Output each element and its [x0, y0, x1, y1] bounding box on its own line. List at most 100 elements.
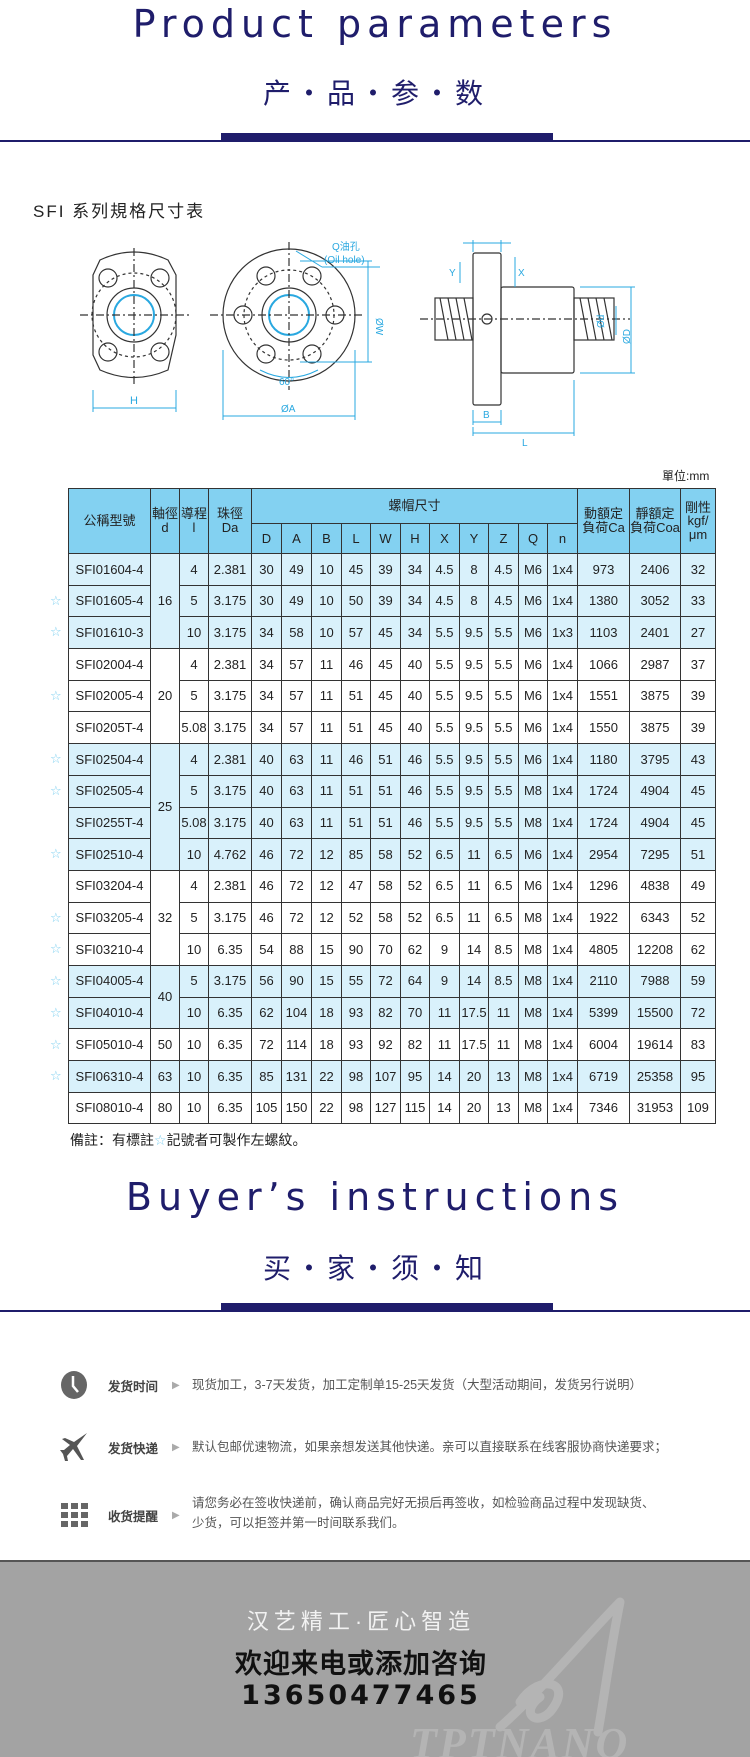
cell-model: SFI0205T-4: [68, 711, 151, 745]
script-a-logo-watermark: [495, 1597, 625, 1737]
cell-value: 54: [251, 933, 282, 966]
cell-value: M8: [518, 964, 548, 998]
cell-value: 46: [251, 901, 282, 935]
cell-value: 51: [341, 806, 371, 840]
cell-value: M6: [518, 616, 548, 650]
cell-value: 22: [311, 1091, 342, 1125]
cell-value: 39: [370, 584, 401, 618]
cell-model: SFI02504-4: [68, 743, 151, 776]
cell-value: 10: [179, 1028, 209, 1061]
cell-value: 51: [680, 838, 716, 871]
cell-value: 11: [311, 806, 342, 840]
cell-value: 46: [400, 743, 430, 776]
cell-value: 49: [281, 553, 312, 586]
table-row: SFI08010-4 80 10 6.35 105 150 22 98 127 115 14 20 13…: [68, 1091, 716, 1125]
cell-value: 10: [179, 933, 209, 966]
cell-value: 34: [251, 679, 282, 713]
arrow-icon: ▶: [172, 1509, 180, 1521]
footer-phone[interactable]: 13650477465: [241, 1680, 481, 1711]
cell-value: 5.08: [179, 711, 209, 745]
cell-value: 1x4: [547, 996, 578, 1030]
star-icon: ☆: [50, 941, 62, 957]
oil-hole-label-cn: Q油孔: [332, 240, 360, 253]
cell-value: 72: [281, 869, 312, 903]
cell-value: 6.5: [429, 838, 460, 871]
cell-model: SFI04005-4: [68, 964, 151, 998]
table-row: SFI02510-4 10 4.762 46 72 12 85 58 52 6.5 11 6.5 M6 1…: [68, 838, 716, 871]
cell-value: 82: [370, 996, 401, 1030]
dim-label-Z: Z: [483, 240, 489, 243]
title-accent-bar: [221, 133, 553, 142]
cell-value: 45: [680, 806, 716, 840]
cell-value: 11: [311, 679, 342, 713]
table-row: SFI01604-4 16 4 2.381 30 49 10 45 39 34 4.5 8 4.5 M6 1…: [68, 552, 716, 650]
cell-value: 5.5: [488, 711, 519, 745]
cell-value: 1x4: [547, 553, 578, 586]
note-text-pre: 備註：有標註: [70, 1132, 154, 1148]
cell-value: 1922: [577, 901, 630, 935]
cell-value: 109: [680, 1091, 716, 1125]
cell-value: 5: [179, 901, 209, 935]
cell-value: 63: [281, 743, 312, 776]
cell-value: 57: [281, 679, 312, 713]
cell-model: SFI01605-4: [68, 584, 151, 618]
cell-value: 4805: [577, 933, 630, 966]
cell-value: 1296: [577, 869, 630, 903]
cell-value: 4.5: [488, 584, 519, 618]
cell-value: 40: [251, 743, 282, 776]
cell-value: 13: [488, 1060, 519, 1093]
cell-value: 12: [311, 901, 342, 935]
instruction-text: 请您务必在签收快递前，确认商品完好无损后再签收，如检验商品过程中发现缺货、 少货…: [192, 1493, 655, 1533]
cell-value: 3875: [629, 711, 681, 745]
cell-value: 40: [251, 806, 282, 840]
cell-value: 1x4: [547, 869, 578, 903]
cell-value: 4.5: [429, 553, 460, 586]
footer-cta: 欢迎来电或添加咨询: [235, 1649, 487, 1679]
cell-value: 34: [251, 648, 282, 681]
header-dim-W: W: [370, 523, 401, 554]
cell-value: 46: [400, 806, 430, 840]
header-rigidity: 剛性kgf/μm: [680, 488, 716, 554]
cell-model: SFI02004-4: [68, 648, 151, 681]
star-icon: ☆: [50, 973, 62, 989]
header-lead: 導程l: [179, 488, 209, 554]
cell-value: 5.5: [429, 648, 460, 681]
cell-value: 5: [179, 679, 209, 713]
cell-value: 72: [370, 964, 401, 998]
cell-value: 7295: [629, 838, 681, 871]
cell-value: 9.5: [459, 616, 489, 650]
cell-value: 2.381: [208, 553, 252, 586]
header-dim-L: L: [341, 523, 371, 554]
cell-value: 52: [400, 869, 430, 903]
cell-value: 1x4: [547, 1060, 578, 1093]
cell-value: M6: [518, 648, 548, 681]
cell-value: M6: [518, 584, 548, 618]
brand-watermark: TPTNANO: [410, 1719, 630, 1757]
cell-value: 46: [251, 838, 282, 871]
footer-banner: TPTNANO 汉艺精工·匠心智造 欢迎来电或添加咨询 13650477465: [0, 1560, 750, 1757]
cell-value: 1x4: [547, 838, 578, 871]
cell-value: 5.5: [429, 743, 460, 776]
cell-value: 11: [429, 1028, 460, 1061]
cell-value: 90: [281, 964, 312, 998]
cell-value: 50: [341, 584, 371, 618]
cell-value: 51: [341, 774, 371, 808]
cell-value: 34: [400, 616, 430, 650]
cell-value: 18: [311, 1028, 342, 1061]
star-icon: ☆: [50, 846, 62, 862]
instruction-courier: 发货快递 ▶ 默认包邮优速物流，如果亲想发送其他快递。亲可以直接联系在线客服协商…: [60, 1427, 667, 1467]
cell-value: M8: [518, 933, 548, 966]
cell-value: 22: [311, 1060, 342, 1093]
cell-value: 4904: [629, 774, 681, 808]
star-icon: ☆: [154, 1132, 167, 1148]
cell-value: 72: [251, 1028, 282, 1061]
cell-value: 3795: [629, 743, 681, 776]
cell-value: 85: [341, 838, 371, 871]
square-flange-view: [80, 248, 190, 385]
star-icon: ☆: [50, 624, 62, 640]
table-note: 備註：有標註☆記號者可製作左螺紋。: [70, 1130, 307, 1150]
cell-value: 3875: [629, 679, 681, 713]
cell-value: 1180: [577, 743, 630, 776]
cell-value: 1x4: [547, 1091, 578, 1125]
cell-value: 107: [370, 1060, 401, 1093]
